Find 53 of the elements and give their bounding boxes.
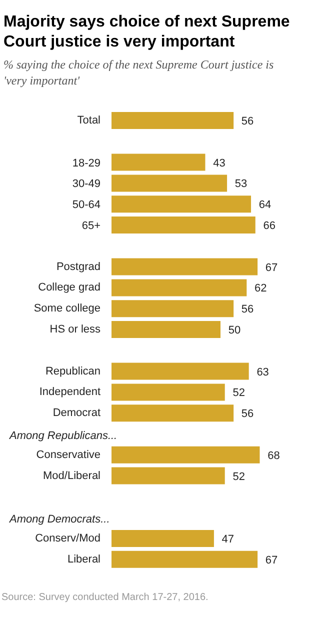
y-tick-label: Republican (45, 365, 101, 378)
y-tick-label: Mod/Liberal (43, 470, 101, 482)
bar (112, 196, 252, 213)
data-label: 67 (265, 554, 278, 566)
bar (112, 321, 220, 338)
data-label: 67 (265, 262, 278, 274)
data-label: 66 (263, 220, 276, 232)
data-label: 43 (213, 157, 226, 170)
source-note: Source: Survey conducted March 17-27, 2016. (2, 592, 208, 603)
y-tick-label: 30-49 (72, 178, 101, 190)
text: Among Democrats... (8, 514, 110, 526)
data-label: 47 (222, 534, 234, 546)
bar (112, 550, 258, 568)
data-label: 53 (234, 178, 248, 190)
y-tick-label: Some college (34, 302, 101, 315)
bar (112, 530, 214, 547)
bar (112, 446, 260, 464)
chart-title: Majority says choice of next Supreme Court justice is very important (4, 14, 290, 50)
bar (112, 216, 256, 234)
y-tick-label: Democrat (52, 407, 101, 420)
bar (112, 404, 234, 422)
data-label: 50 (228, 324, 241, 336)
y-tick-label: Conserv/Mod (35, 532, 101, 544)
y-tick-label: Postgrad (56, 260, 101, 273)
y-tick-label: College grad (38, 282, 100, 294)
data-label: 52 (232, 470, 245, 483)
y-tick-label: Conservative (36, 448, 101, 461)
data-label: 52 (232, 387, 245, 400)
y-tick-label: 18-29 (72, 157, 101, 170)
y-tick-label: 50-64 (72, 199, 101, 212)
bar (112, 174, 228, 192)
y-tick-label: Independent (39, 386, 100, 398)
bar (112, 300, 234, 318)
data-label: 64 (258, 199, 272, 212)
data-label: 56 (241, 408, 254, 420)
bar (112, 279, 247, 296)
bar (112, 467, 225, 484)
y-tick-label: HS or less (50, 324, 101, 336)
bar (112, 384, 225, 401)
bar (112, 154, 206, 171)
data-label: 68 (268, 450, 280, 462)
bar (112, 258, 258, 276)
bar (112, 112, 234, 129)
data-label: 56 (241, 304, 254, 316)
chart-subtitle: % saying the choice of the next Supreme Court justice is 'very important' (4, 58, 274, 88)
y-tick-label: 65+ (82, 220, 101, 232)
data-label: 62 (254, 282, 267, 295)
annotation: Among Republicans... (8, 430, 118, 442)
y-tick-label: Total (77, 114, 101, 126)
bar (112, 362, 249, 380)
data-label: 56 (241, 116, 254, 128)
data-label: 63 (256, 366, 269, 378)
y-tick-label: Liberal (67, 553, 101, 566)
